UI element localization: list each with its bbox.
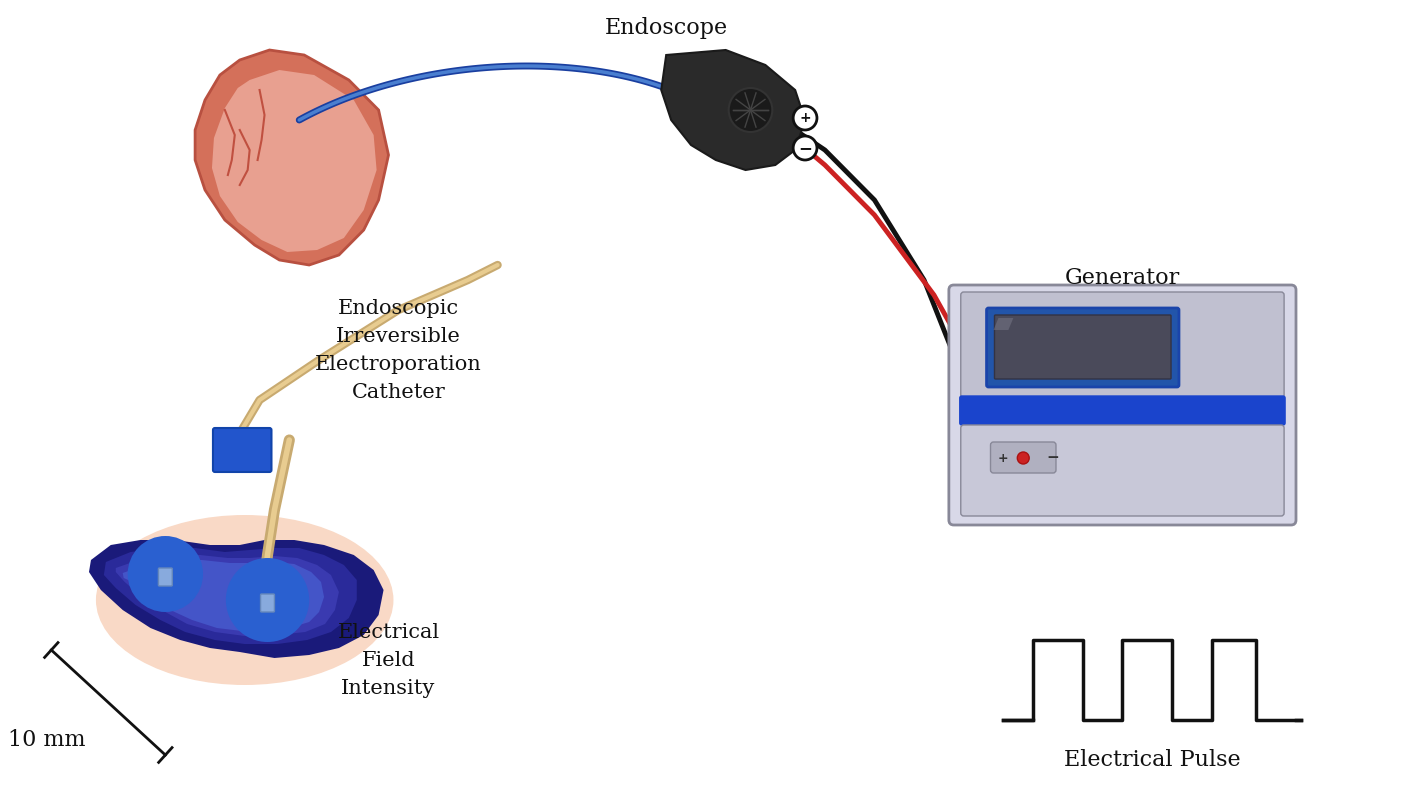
Circle shape — [136, 544, 195, 604]
FancyBboxPatch shape — [212, 428, 272, 472]
FancyBboxPatch shape — [991, 442, 1056, 473]
Text: +: + — [799, 111, 811, 125]
Text: Endoscope: Endoscope — [605, 17, 728, 39]
Circle shape — [729, 88, 772, 132]
FancyBboxPatch shape — [960, 396, 1286, 425]
Circle shape — [225, 558, 309, 642]
FancyBboxPatch shape — [159, 568, 173, 586]
Circle shape — [793, 136, 817, 160]
Text: −: − — [799, 139, 811, 157]
Text: Electrical
Field
Intensity: Electrical Field Intensity — [337, 623, 439, 697]
Polygon shape — [661, 50, 806, 170]
Text: −: − — [1046, 450, 1059, 466]
FancyBboxPatch shape — [994, 315, 1171, 379]
Circle shape — [249, 582, 286, 618]
Circle shape — [150, 558, 181, 590]
Ellipse shape — [96, 515, 394, 685]
Text: 10 mm: 10 mm — [7, 729, 85, 751]
Text: Endoscopic
Irreversible
Electroporation
Catheter: Endoscopic Irreversible Electroporation … — [314, 299, 481, 402]
Circle shape — [159, 567, 173, 581]
FancyBboxPatch shape — [961, 425, 1284, 516]
Polygon shape — [103, 548, 357, 644]
Circle shape — [161, 570, 170, 578]
Polygon shape — [89, 540, 384, 658]
Polygon shape — [212, 70, 377, 252]
Polygon shape — [195, 50, 388, 265]
Circle shape — [143, 552, 187, 596]
Text: +: + — [998, 451, 1008, 464]
Polygon shape — [116, 555, 338, 636]
Polygon shape — [123, 560, 324, 631]
Circle shape — [1017, 452, 1029, 464]
FancyBboxPatch shape — [961, 292, 1284, 398]
Text: Generator: Generator — [1065, 267, 1180, 289]
Circle shape — [793, 106, 817, 130]
FancyBboxPatch shape — [949, 285, 1296, 525]
Circle shape — [259, 592, 276, 608]
Text: Electrical Pulse: Electrical Pulse — [1063, 749, 1240, 771]
Circle shape — [262, 595, 272, 605]
Polygon shape — [994, 318, 1014, 330]
Circle shape — [127, 536, 202, 612]
FancyBboxPatch shape — [261, 594, 275, 612]
Circle shape — [242, 575, 292, 625]
Circle shape — [154, 563, 176, 585]
Circle shape — [235, 567, 300, 633]
FancyBboxPatch shape — [987, 308, 1180, 387]
Circle shape — [256, 588, 279, 612]
